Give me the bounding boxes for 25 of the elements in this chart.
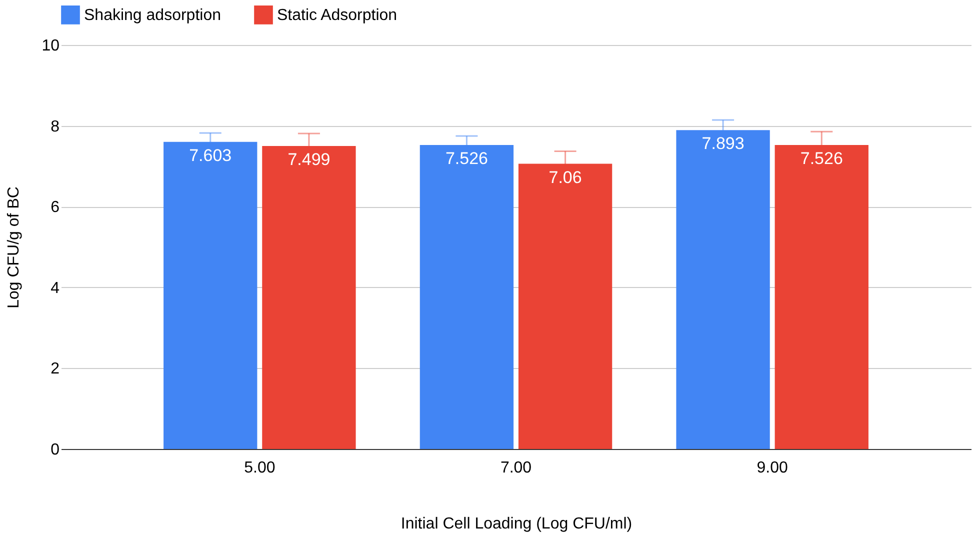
data-label: 7.526 [445, 148, 488, 168]
bar [676, 130, 770, 449]
bar [518, 164, 612, 449]
bar [262, 146, 356, 449]
data-label: 7.499 [288, 150, 330, 170]
data-label: 7.603 [189, 146, 232, 165]
data-label: 7.893 [702, 134, 744, 154]
y-tick-label: 0 [50, 442, 60, 458]
y-axis-title: Log CFU/g of BC [6, 186, 23, 308]
y-tick-label: 6 [50, 199, 60, 216]
bar [420, 144, 514, 449]
x-axis-title: Initial Cell Loading (Log CFU/ml) [400, 516, 632, 532]
bar [774, 144, 868, 449]
data-label: 7.526 [800, 148, 843, 168]
x-tick-label: 7.00 [500, 460, 532, 476]
data-label: 7.06 [548, 168, 582, 187]
x-tick-label: 9.00 [756, 460, 788, 476]
legend-label: Static Adsorption [277, 6, 398, 24]
y-tick-label: 8 [50, 118, 60, 136]
y-tick-label: 4 [50, 280, 60, 297]
x-tick-label: 5.00 [244, 460, 276, 476]
bar [164, 142, 258, 449]
y-tick-label: 2 [50, 360, 60, 378]
y-tick-label: 10 [42, 38, 60, 54]
legend-label: Shaking adsorption [84, 6, 221, 24]
